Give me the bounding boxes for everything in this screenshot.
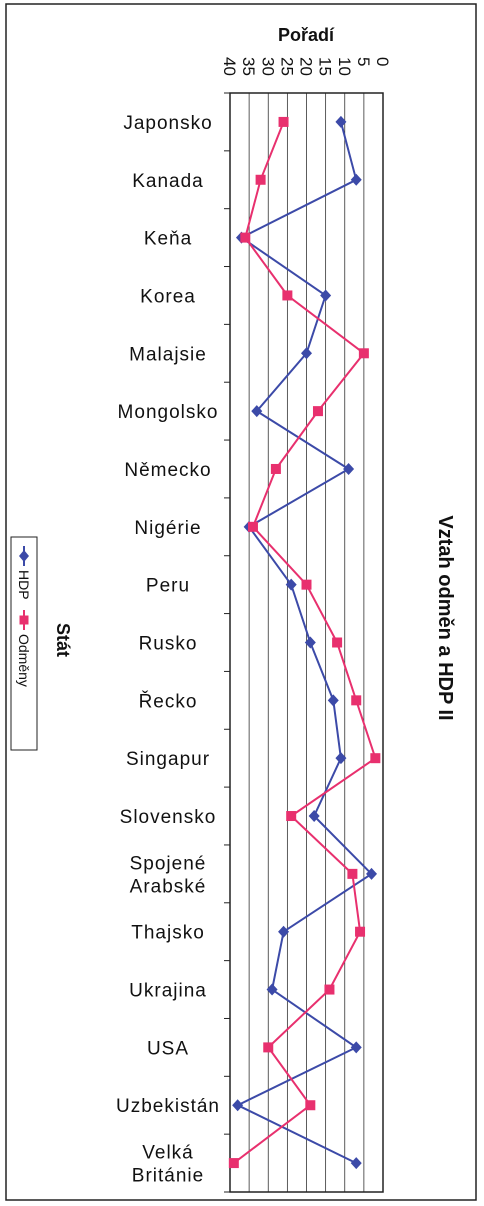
- data-point-hdp: [308, 810, 320, 823]
- data-point-hdp: [304, 636, 316, 649]
- category-label: Německo: [124, 460, 211, 481]
- plot-area: [229, 92, 384, 1193]
- data-point-odmeny: [228, 1158, 239, 1169]
- category-label: USA: [147, 1038, 189, 1059]
- data-point-hdp: [285, 578, 297, 591]
- category-label: Británie: [132, 1166, 204, 1187]
- data-point-odmeny: [282, 290, 293, 301]
- category-label: Slovensko: [120, 807, 217, 828]
- chart-title: Vztah odměn a HDP II: [434, 515, 456, 720]
- value-tick-label: 5: [354, 57, 373, 66]
- value-tick-label: 40: [220, 57, 239, 76]
- value-tick-label: 30: [258, 57, 277, 76]
- data-point-odmeny: [270, 463, 281, 474]
- category-label: Singapur: [126, 749, 210, 770]
- data-point-odmeny: [263, 1042, 274, 1053]
- category-label: Kanada: [132, 171, 204, 192]
- data-point-hdp: [301, 347, 312, 360]
- category-label: Mongolsko: [118, 402, 219, 423]
- category-label: Thajsko: [131, 923, 205, 944]
- data-point-hdp: [366, 867, 378, 880]
- legend-swatch-marker-odmeny: [19, 615, 29, 625]
- data-point-odmeny: [278, 116, 289, 127]
- category-label: Spojené: [130, 853, 207, 874]
- legend-label-odmeny: Odměny: [16, 634, 32, 687]
- data-point-odmeny: [324, 984, 335, 995]
- category-label: Ukrajina: [129, 981, 207, 1002]
- value-tick-label: 15: [316, 57, 335, 76]
- data-point-odmeny: [240, 232, 251, 243]
- category-label: Řecko: [139, 690, 198, 712]
- category-label: Velká: [142, 1143, 193, 1164]
- data-point-odmeny: [312, 406, 323, 417]
- data-point-hdp: [327, 694, 339, 707]
- data-point-odmeny: [355, 926, 366, 937]
- category-label: Peru: [146, 576, 190, 597]
- value-tick-label: 20: [297, 57, 316, 76]
- data-point-odmeny: [247, 521, 258, 532]
- legend-box: [10, 536, 38, 751]
- data-point-odmeny: [351, 695, 362, 706]
- data-point-hdp: [320, 289, 332, 302]
- category-label: Korea: [140, 286, 196, 307]
- outer-frame: [5, 3, 477, 1201]
- data-point-odmeny: [347, 868, 358, 879]
- data-point-hdp: [350, 1157, 362, 1170]
- category-ticks: [224, 92, 230, 1193]
- y-axis-title: Pořadí: [278, 25, 335, 45]
- data-point-odmeny: [255, 174, 266, 185]
- category-label: Japonsko: [123, 113, 212, 134]
- legend: HDP Odměny: [10, 536, 38, 751]
- data-point-hdp: [266, 983, 278, 996]
- category-label: Nigérie: [134, 518, 201, 539]
- legend-label-hdp: HDP: [16, 570, 32, 600]
- data-point-odmeny: [286, 811, 297, 822]
- value-tick-label: 0: [373, 57, 392, 66]
- data-point-odmeny: [301, 579, 312, 590]
- data-point-hdp: [343, 462, 355, 475]
- value-tick-label: 35: [239, 57, 258, 76]
- value-tick-label: 10: [335, 57, 354, 76]
- x-axis-title: Stát: [53, 623, 73, 657]
- data-point-odmeny: [370, 753, 381, 764]
- series-layer: [228, 115, 381, 1170]
- category-labels: Japonsko Kanada Keňa Korea Malajsie Mongolsko…: [116, 113, 220, 1187]
- data-point-odmeny: [332, 637, 343, 648]
- value-tick-label: 25: [277, 57, 296, 76]
- data-point-hdp: [251, 405, 263, 418]
- category-label: Arabské: [130, 876, 207, 897]
- legend-swatch-marker-hdp: [19, 550, 29, 562]
- data-point-hdp: [278, 925, 290, 938]
- category-label: Keňa: [144, 229, 192, 250]
- data-point-hdp: [232, 1099, 244, 1112]
- category-label: Uzbekistán: [116, 1096, 220, 1117]
- category-label: Rusko: [139, 634, 198, 655]
- data-point-hdp: [350, 1041, 362, 1054]
- data-point-hdp: [335, 115, 347, 128]
- data-point-hdp: [335, 752, 347, 765]
- data-point-odmeny: [305, 1100, 316, 1111]
- category-label: Malajsie: [129, 344, 207, 365]
- data-point-hdp: [350, 173, 362, 186]
- data-point-odmeny: [358, 348, 369, 359]
